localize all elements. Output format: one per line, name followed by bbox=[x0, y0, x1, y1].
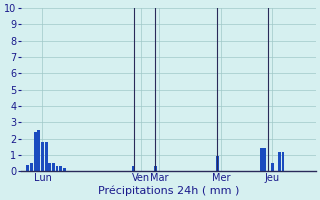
Bar bbox=[263, 148, 266, 171]
Bar bbox=[260, 148, 263, 171]
Bar bbox=[278, 152, 281, 171]
Bar bbox=[63, 168, 66, 171]
Bar bbox=[52, 163, 55, 171]
Bar bbox=[37, 130, 40, 171]
Bar bbox=[41, 142, 44, 171]
Bar bbox=[27, 165, 29, 171]
Bar bbox=[271, 163, 274, 171]
Bar bbox=[34, 132, 36, 171]
Bar bbox=[216, 156, 219, 171]
Bar bbox=[48, 163, 51, 171]
Bar bbox=[154, 166, 157, 171]
Bar bbox=[59, 166, 62, 171]
X-axis label: Précipitations 24h ( mm ): Précipitations 24h ( mm ) bbox=[98, 185, 239, 196]
Bar bbox=[56, 166, 59, 171]
Bar bbox=[282, 152, 284, 171]
Bar bbox=[132, 166, 135, 171]
Bar bbox=[30, 163, 33, 171]
Bar bbox=[45, 142, 48, 171]
